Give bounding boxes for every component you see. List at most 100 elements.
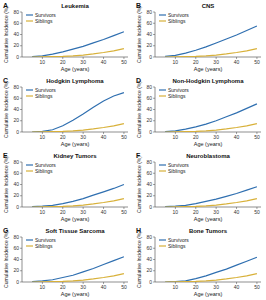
y-tick	[153, 23, 155, 24]
legend-swatch	[159, 20, 166, 21]
title: Soft Tissue Sarcoma	[45, 228, 105, 234]
y-tick	[153, 109, 155, 110]
y-tick-label: 80	[13, 9, 19, 15]
x-tick-label: 40	[101, 134, 107, 140]
y-tick	[153, 34, 155, 35]
y-tick	[20, 207, 22, 208]
panel: 1020304050020406080Age (years)Cumulative…	[136, 227, 261, 297]
panel-letter: B	[136, 2, 141, 9]
y-tick	[20, 98, 22, 99]
y-tick-label: 80	[13, 159, 19, 165]
title: CNS	[202, 3, 215, 9]
x-axis-label: Age (years)	[61, 141, 90, 147]
legend-swatch	[26, 245, 33, 246]
y-tick	[153, 45, 155, 46]
title: Leukemia	[61, 3, 89, 9]
x-tick-label: 50	[254, 134, 260, 140]
x-tick-label: 40	[101, 59, 107, 65]
series-line	[165, 49, 257, 57]
y-tick-label: 0	[16, 54, 19, 60]
y-tick-label: 20	[13, 192, 19, 198]
x-tick-label: 10	[40, 209, 46, 215]
y-tick-label: 80	[146, 159, 152, 165]
x-tick-label: 30	[80, 134, 86, 140]
series-line	[165, 199, 257, 207]
legend-swatch	[159, 89, 166, 90]
legend-label: Siblings	[168, 168, 186, 174]
series-line	[165, 187, 257, 207]
legend-swatch	[159, 164, 166, 165]
panel-letter: D	[136, 77, 141, 84]
legend-swatch	[159, 239, 166, 240]
x-tick-label: 40	[234, 209, 240, 215]
panel-letter: G	[3, 227, 9, 234]
panel: 1020304050020406080Age (years)Cumulative…	[3, 227, 128, 297]
title: Neuroblastoma	[186, 153, 230, 159]
panel: 1020304050020406080Age (years)Cumulative…	[136, 152, 261, 222]
panel: 1020304050020406080Age (years)Cumulative…	[3, 77, 128, 147]
legend-swatch	[159, 14, 166, 15]
legend-swatch	[26, 20, 33, 21]
y-axis-label: Cumulative Incidence (%)	[136, 231, 142, 288]
y-tick-label: 0	[149, 204, 152, 210]
x-tick-label: 10	[173, 209, 179, 215]
x-tick-label: 50	[121, 284, 127, 290]
y-tick-label: 20	[13, 117, 19, 123]
series-line	[32, 32, 124, 57]
series-line	[165, 104, 257, 132]
series-line	[32, 49, 124, 57]
panel: 1020304050020406080Age (years)Cumulative…	[3, 152, 128, 222]
y-tick-label: 80	[146, 234, 152, 240]
panel-letter: C	[3, 77, 8, 84]
x-tick-label: 10	[40, 284, 46, 290]
series-line	[32, 257, 124, 282]
title: Non-Hodgkin Lymphoma	[172, 78, 244, 84]
x-tick-label: 40	[101, 284, 107, 290]
y-tick-label: 20	[146, 117, 152, 123]
x-axis-label: Age (years)	[194, 141, 223, 147]
y-tick	[20, 109, 22, 110]
y-tick	[20, 162, 22, 163]
y-axis-label: Cumulative Incidence (%)	[3, 231, 9, 288]
y-axis-label: Cumulative Incidence (%)	[3, 156, 9, 213]
y-tick	[20, 132, 22, 133]
x-tick-label: 50	[254, 209, 260, 215]
x-tick-label: 20	[60, 134, 66, 140]
y-tick	[153, 207, 155, 208]
x-axis-label: Age (years)	[61, 291, 90, 297]
y-tick-label: 0	[16, 204, 19, 210]
x-tick-label: 20	[60, 284, 66, 290]
plot-area	[165, 104, 257, 132]
series-line	[32, 274, 124, 282]
legend-label: Siblings	[35, 243, 53, 249]
panel: 1020304050020406080Age (years)Cumulative…	[3, 2, 128, 72]
y-tick	[20, 34, 22, 35]
y-tick	[153, 98, 155, 99]
y-axis-label: Cumulative Incidence (%)	[136, 6, 142, 63]
y-tick	[153, 184, 155, 185]
y-tick	[153, 248, 155, 249]
x-tick-label: 20	[193, 59, 199, 65]
y-tick	[20, 120, 22, 121]
y-tick-label: 0	[149, 129, 152, 135]
y-tick-label: 60	[146, 95, 152, 101]
plot-area	[165, 26, 257, 57]
series-line	[165, 124, 257, 132]
legend-label: Siblings	[35, 168, 53, 174]
y-axis-label: Cumulative Incidence (%)	[136, 156, 142, 213]
x-tick-label: 30	[213, 134, 219, 140]
y-tick-label: 40	[146, 256, 152, 262]
legend-swatch	[26, 239, 33, 240]
x-tick-label: 50	[121, 59, 127, 65]
x-tick-label: 10	[173, 284, 179, 290]
legend-swatch	[159, 245, 166, 246]
y-tick-label: 20	[146, 192, 152, 198]
x-axis-label: Age (years)	[194, 66, 223, 72]
y-tick	[20, 23, 22, 24]
y-axis-label: Cumulative Incidence (%)	[3, 81, 9, 138]
y-tick	[20, 87, 22, 88]
legend-label: Siblings	[35, 18, 53, 24]
x-axis-label: Age (years)	[194, 216, 223, 222]
x-tick-label: 50	[254, 284, 260, 290]
x-tick-label: 10	[173, 134, 179, 140]
